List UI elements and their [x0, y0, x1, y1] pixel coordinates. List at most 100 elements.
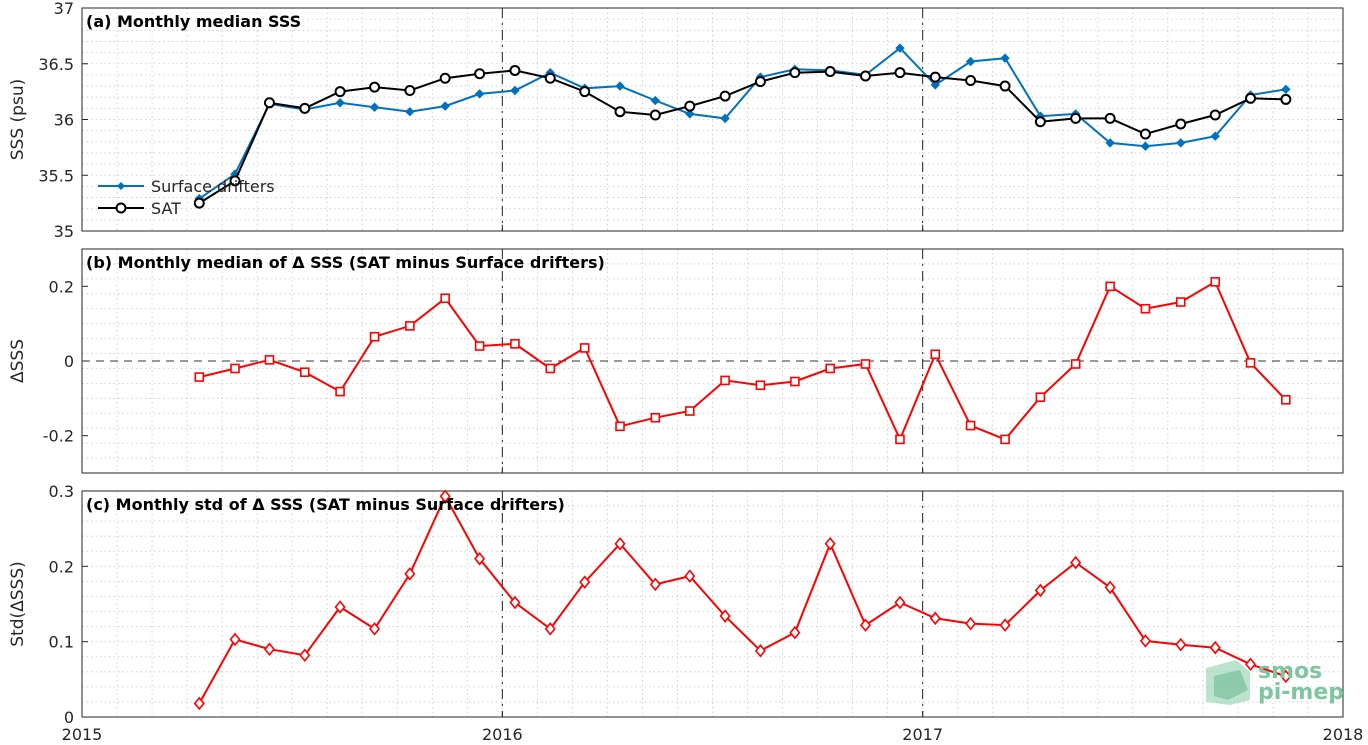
- data-point: [439, 72, 451, 84]
- legend-marker: [115, 202, 127, 214]
- data-point: [1070, 359, 1081, 369]
- data-point: [1070, 112, 1082, 124]
- legend: Surface drifters SAT: [98, 177, 275, 218]
- data-point: [229, 175, 241, 187]
- data-point: [649, 577, 661, 592]
- y-axis-label: ΔSSS: [8, 339, 28, 383]
- data-point: [789, 67, 801, 79]
- data-point: [755, 380, 766, 391]
- data-point: [1176, 138, 1186, 148]
- data-point: [965, 616, 977, 631]
- data-point: [965, 74, 977, 86]
- data-point: [1210, 277, 1221, 287]
- data-point: [1244, 657, 1257, 672]
- data-point: [579, 575, 591, 589]
- data-point: [405, 106, 415, 117]
- data-point: [369, 102, 380, 112]
- data-point: [335, 98, 345, 108]
- data-point: [789, 625, 801, 640]
- legend-label: SAT: [151, 199, 181, 218]
- data-point: [615, 81, 625, 91]
- data-point: [1175, 637, 1187, 652]
- data-point: [895, 43, 905, 53]
- data-point: [579, 86, 591, 98]
- data-point: [1034, 583, 1046, 598]
- data-point: [684, 100, 696, 112]
- y-tick-label: 37: [54, 0, 74, 18]
- data-point: [369, 622, 381, 636]
- x-tick-label: 2018: [1323, 725, 1364, 744]
- data-point: [474, 68, 486, 80]
- data-point: [614, 106, 626, 118]
- data-point: [929, 611, 941, 626]
- data-point: [193, 696, 205, 711]
- data-point: [1105, 281, 1115, 292]
- data-point: [299, 102, 311, 114]
- logo-text-pi-mep: pi-mep: [1258, 680, 1344, 705]
- data-point: [790, 376, 800, 387]
- data-point: [1175, 118, 1187, 130]
- data-point: [474, 89, 485, 99]
- data-point: [894, 595, 906, 610]
- y-tick-label: 35.5: [38, 166, 74, 185]
- data-point: [1034, 116, 1046, 128]
- data-point: [1281, 84, 1291, 95]
- data-point: [1140, 303, 1151, 314]
- data-point: [720, 375, 730, 386]
- data-point: [1175, 297, 1186, 307]
- data-point: [930, 80, 940, 90]
- data-point: [754, 643, 766, 658]
- y-axis-label: Std(ΔSSS): [8, 561, 28, 647]
- series-line-surface-drifters: [198, 46, 1286, 200]
- data-point: [579, 343, 590, 353]
- data-point: [1000, 434, 1010, 445]
- data-point: [1140, 141, 1151, 151]
- data-point: [369, 81, 381, 93]
- data-point: [685, 406, 695, 416]
- y-tick-label: 0.1: [49, 633, 74, 652]
- data-point: [1245, 358, 1256, 368]
- data-point: [615, 421, 625, 432]
- data-point: [650, 412, 661, 423]
- data-point: [930, 349, 941, 360]
- data-point: [1210, 131, 1220, 141]
- data-point: [299, 648, 311, 662]
- y-tick-label: -0.2: [43, 427, 74, 446]
- y-tick-label: 0.2: [49, 277, 74, 296]
- data-point: [1104, 580, 1116, 595]
- smos-pi-mep-logo: smos pi-mep: [1206, 659, 1344, 705]
- x-tick-label: 2017: [902, 725, 943, 744]
- data-point: [719, 90, 731, 102]
- data-point: [229, 632, 241, 647]
- legend-label: Surface drifters: [151, 177, 275, 196]
- data-point: [614, 536, 626, 551]
- data-point: [719, 609, 731, 623]
- data-point: [1245, 92, 1257, 104]
- logo-text-smos: smos: [1258, 659, 1322, 684]
- axes-frame: [81, 490, 1344, 718]
- y-tick-label: 0.2: [49, 557, 74, 576]
- data-point: [1104, 112, 1116, 124]
- data-point: [999, 80, 1011, 92]
- data-point: [509, 64, 521, 76]
- y-tick-label: 35: [54, 222, 74, 241]
- data-point: [859, 618, 872, 632]
- x-tick-label: 2015: [62, 725, 103, 744]
- data-point: [299, 367, 310, 378]
- data-point: [649, 109, 661, 121]
- data-point: [474, 552, 486, 566]
- y-tick-label: 36: [54, 111, 74, 130]
- data-point: [230, 363, 240, 374]
- data-point: [509, 595, 521, 610]
- x-tick-label: 2016: [482, 725, 523, 744]
- series-line-delta: [198, 494, 1287, 704]
- data-point: [335, 386, 345, 397]
- panel-a: 35 35.5 36 36.5 37 SSS (psu) (a) Monthly media…: [8, 0, 1344, 241]
- data-point: [1209, 640, 1221, 655]
- data-point: [1070, 555, 1082, 570]
- data-point: [263, 97, 275, 109]
- data-point: [1035, 392, 1046, 403]
- data-point: [824, 66, 836, 78]
- data-point: [264, 355, 275, 365]
- y-axis-label: SSS (psu): [8, 79, 28, 160]
